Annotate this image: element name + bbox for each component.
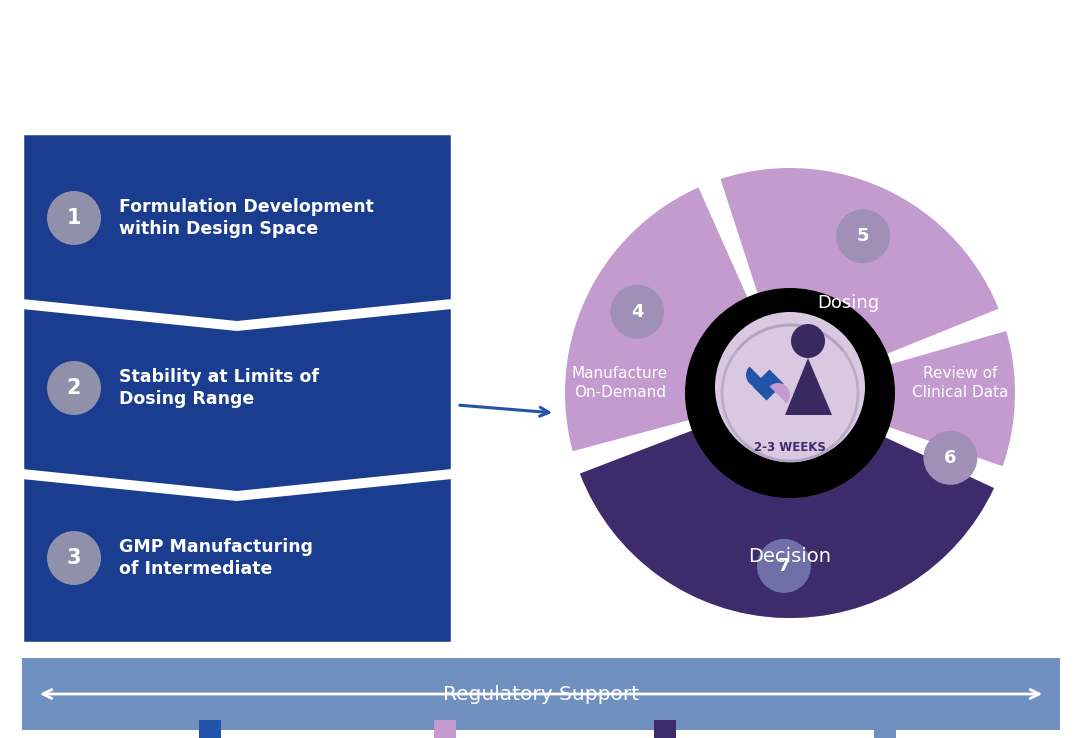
Bar — [654, 720, 676, 738]
Text: Regulatory Support: Regulatory Support — [443, 685, 639, 703]
Wedge shape — [746, 367, 767, 387]
Text: Formulation Development
within Design Space: Formulation Development within Design Sp… — [119, 198, 374, 238]
Circle shape — [715, 312, 865, 462]
FancyBboxPatch shape — [22, 133, 453, 643]
Circle shape — [791, 324, 825, 358]
Bar — [874, 720, 896, 738]
Text: 7: 7 — [778, 557, 791, 575]
Text: Decision: Decision — [748, 547, 832, 565]
Wedge shape — [558, 393, 789, 479]
Text: Stability at Limits of
Dosing Range: Stability at Limits of Dosing Range — [119, 368, 319, 408]
Circle shape — [836, 209, 890, 263]
Wedge shape — [692, 165, 789, 393]
Text: GMP Manufacturing
of Intermediate: GMP Manufacturing of Intermediate — [119, 537, 313, 579]
PathPatch shape — [22, 299, 453, 331]
PathPatch shape — [22, 469, 453, 501]
Text: 2: 2 — [67, 378, 81, 398]
Circle shape — [48, 191, 102, 245]
Circle shape — [757, 539, 811, 593]
FancyBboxPatch shape — [22, 658, 1059, 730]
Circle shape — [555, 158, 1025, 628]
Wedge shape — [770, 383, 789, 404]
Circle shape — [685, 288, 895, 498]
Circle shape — [610, 285, 664, 339]
Circle shape — [923, 431, 977, 485]
Wedge shape — [789, 393, 1017, 494]
Circle shape — [48, 361, 102, 415]
Text: 2-3 WEEKS: 2-3 WEEKS — [754, 441, 826, 455]
Text: 5: 5 — [856, 227, 869, 245]
Text: 3: 3 — [67, 548, 81, 568]
Bar — [434, 720, 456, 738]
Text: 4: 4 — [631, 303, 644, 321]
Text: Review of
Clinical Data: Review of Clinical Data — [912, 366, 1009, 400]
Wedge shape — [580, 393, 994, 618]
Text: 1: 1 — [67, 208, 81, 228]
Polygon shape — [753, 370, 784, 401]
Circle shape — [48, 531, 102, 585]
Polygon shape — [785, 358, 832, 415]
Circle shape — [565, 168, 1015, 618]
Text: Dosing: Dosing — [818, 294, 879, 312]
Bar — [199, 720, 221, 738]
Text: Manufacture
On-Demand: Manufacture On-Demand — [572, 366, 669, 400]
Text: 6: 6 — [944, 449, 957, 467]
Wedge shape — [789, 303, 1021, 393]
